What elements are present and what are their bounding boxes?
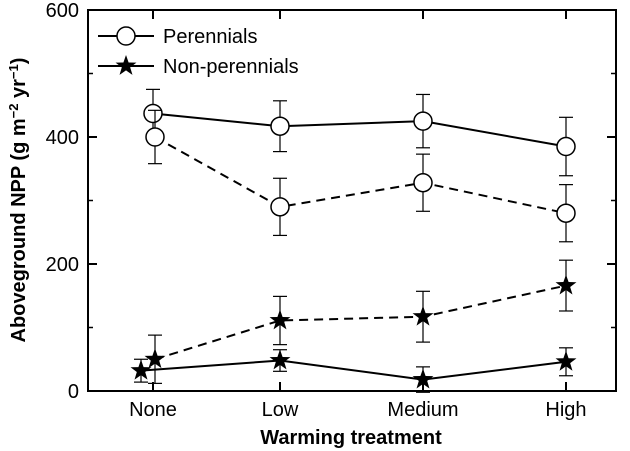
data-point-star <box>555 350 577 371</box>
y-axis-title-end: ) <box>8 58 30 65</box>
y-axis-title-exp2: −1 <box>6 64 21 79</box>
data-point-circle <box>556 203 576 223</box>
x-tick-label: Low <box>262 399 299 421</box>
data-point-star <box>412 305 434 326</box>
y-tick-label: 600 <box>46 0 79 22</box>
y-axis-title: Aboveground NPP (g m−2 yr−1) <box>6 58 30 343</box>
x-axis-title: Warming treatment <box>260 427 442 449</box>
x-tick-label: Medium <box>387 399 458 421</box>
x-tick-label: None <box>129 399 177 421</box>
y-axis-title-main: Aboveground NPP (g m <box>8 118 30 342</box>
data-point-star <box>269 309 291 330</box>
data-point-circle <box>413 172 433 193</box>
data-point-circle <box>270 197 290 217</box>
series-line <box>154 284 567 361</box>
series-line <box>140 359 567 381</box>
data-point-circle <box>270 116 290 136</box>
y-axis-title-mid: yr <box>8 79 30 104</box>
y-tick-label: 400 <box>46 127 79 149</box>
y-axis: 0 200 400 600 <box>46 0 616 403</box>
legend-star-icon <box>115 55 137 75</box>
legend-label-perennials: Perennials <box>163 26 258 48</box>
series-0 <box>143 88 576 177</box>
data-point-circle <box>145 127 165 147</box>
legend: Perennials Non-perennials <box>98 26 299 78</box>
series-layer <box>130 88 577 393</box>
x-tick-label: High <box>545 399 586 421</box>
series-1 <box>145 109 576 243</box>
y-axis-title-exp1: −2 <box>6 104 21 119</box>
y-tick-label: 200 <box>46 254 79 276</box>
legend-label-non-perennials: Non-perennials <box>163 56 299 78</box>
series-3 <box>130 347 577 393</box>
data-point-circle <box>556 136 576 157</box>
series-line <box>152 112 567 148</box>
y-tick-label: 0 <box>68 381 79 403</box>
legend-circle-icon <box>116 26 136 46</box>
data-point-star <box>130 359 152 380</box>
data-point-circle <box>143 103 163 124</box>
data-point-star <box>144 348 166 369</box>
data-point-star <box>412 368 434 389</box>
data-point-star <box>555 274 577 295</box>
data-point-circle <box>413 111 433 131</box>
data-point-star <box>269 349 291 370</box>
series-line <box>154 136 567 215</box>
series-2 <box>144 259 577 384</box>
